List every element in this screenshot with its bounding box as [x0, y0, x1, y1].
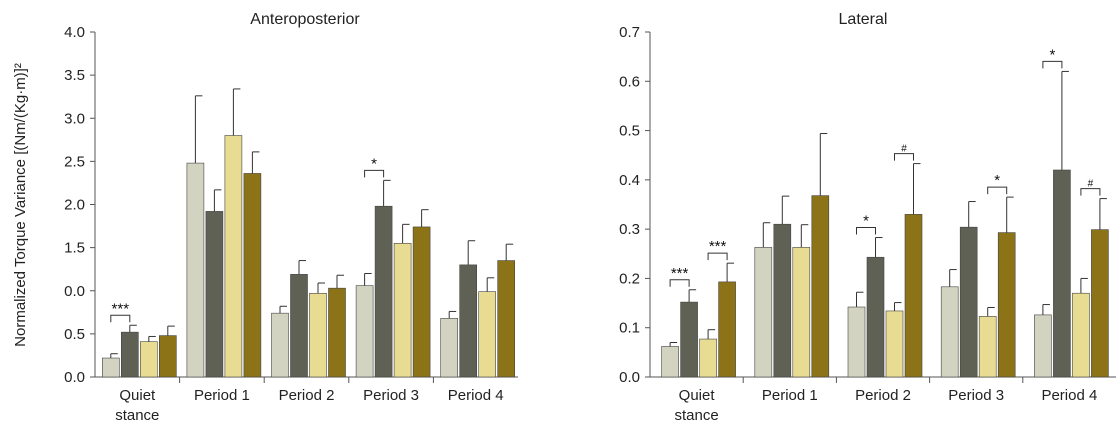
x-tick-label: Period 3 [363, 387, 419, 404]
x-tick-label: Period 2 [855, 387, 911, 404]
bar [271, 312, 289, 378]
significance-bracket [856, 227, 876, 235]
x-tick-label: stance [115, 407, 159, 424]
significance-bracket [1080, 188, 1101, 196]
bar [440, 318, 459, 378]
y-tick-label: 3.5 [64, 67, 85, 84]
significance-label: * [863, 213, 869, 230]
significance-bracket [987, 186, 1008, 195]
bar [1034, 314, 1052, 378]
bar [459, 264, 478, 378]
bar [773, 223, 792, 378]
x-tick-label: Period 4 [1041, 387, 1097, 404]
y-tick-label: 0.0 [64, 283, 85, 300]
significance-label: * [371, 155, 377, 172]
bar [811, 195, 830, 378]
x-tick-label: Period 2 [279, 387, 335, 404]
bar [412, 226, 431, 378]
significance-bracket [707, 252, 728, 261]
y-tick-label: 0.7 [619, 24, 640, 41]
x-tick-label: Period 1 [762, 387, 818, 404]
x-tick-label: Quiet [119, 387, 156, 404]
bar [102, 357, 120, 378]
bar [754, 247, 773, 378]
significance-label: # [901, 144, 907, 155]
y-tick-label: 4.0 [64, 24, 85, 41]
significance-label: *** [709, 238, 727, 255]
panel-anteroposterior: Anteroposterior 0.0 0.5 0.0 1.5 2.0 2.5 3.0 3.5 4… [64, 11, 518, 424]
significance-bracket [669, 279, 690, 287]
y-tick-label: 3.0 [64, 110, 85, 127]
bar [847, 306, 866, 378]
significance-bracket [364, 169, 385, 178]
bar [959, 226, 978, 378]
x-tick-label: stance [674, 407, 718, 424]
bar [661, 346, 679, 378]
y-tick-label: 0.5 [64, 326, 85, 343]
significance-bracket [110, 314, 131, 323]
significance-label: * [1049, 46, 1055, 63]
significance-label: # [1088, 179, 1094, 190]
bar [186, 162, 205, 378]
bar [205, 211, 224, 378]
bar [940, 286, 959, 378]
bar [1072, 292, 1090, 378]
bar [680, 301, 698, 378]
y-tick-label: 0.6 [619, 73, 640, 90]
y-tick-label: 0.0 [619, 369, 640, 386]
bar [121, 331, 139, 378]
panel-lateral: Lateral 0.0 0.1 0.2 0.3 0.4 0.5 0.6 0.7 Quiet stan… [619, 11, 1116, 424]
bar [1053, 169, 1071, 378]
bar [718, 281, 736, 378]
bar [885, 310, 904, 378]
significance-label: *** [671, 265, 689, 282]
bar [309, 293, 327, 378]
significance-bracket [1042, 60, 1063, 69]
bar [374, 205, 393, 378]
y-axis-label: Normalized Torque Variance [(Nm/(Kg·m)]² [12, 63, 29, 347]
bar [290, 274, 308, 378]
bar [904, 214, 923, 378]
bar [478, 291, 497, 378]
bar [792, 247, 811, 378]
bar [1091, 229, 1109, 378]
y-tick-label: 0.0 [64, 369, 85, 386]
y-tick-label: 2.5 [64, 153, 85, 170]
bar [159, 335, 177, 378]
significance-label: * [994, 172, 1000, 189]
y-tick-label: 0.2 [619, 270, 640, 287]
bar [393, 243, 412, 378]
bar [224, 135, 243, 378]
significance-bracket [894, 153, 914, 161]
bar [978, 316, 997, 378]
bar [243, 173, 262, 378]
y-tick-label: 1.5 [64, 240, 85, 257]
y-tick-label: 0.3 [619, 221, 640, 238]
x-tick-label: Period 3 [948, 387, 1004, 404]
bar [997, 232, 1016, 378]
bar [355, 285, 374, 378]
x-tick-label: Period 4 [448, 387, 504, 404]
significance-label: *** [112, 300, 130, 317]
y-tick-label: 0.1 [619, 320, 640, 337]
chart-title: Anteroposterior [250, 11, 360, 28]
y-tick-label: 2.0 [64, 197, 85, 214]
bar [497, 260, 516, 378]
chart-title: Lateral [839, 11, 888, 28]
bar [866, 256, 885, 378]
bar [699, 338, 717, 378]
y-tick-label: 0.5 [619, 123, 640, 140]
x-tick-label: Period 1 [194, 387, 250, 404]
bar [140, 341, 158, 378]
x-tick-label: Quiet [679, 387, 716, 404]
y-tick-label: 0.4 [619, 172, 640, 189]
bar [328, 287, 346, 378]
